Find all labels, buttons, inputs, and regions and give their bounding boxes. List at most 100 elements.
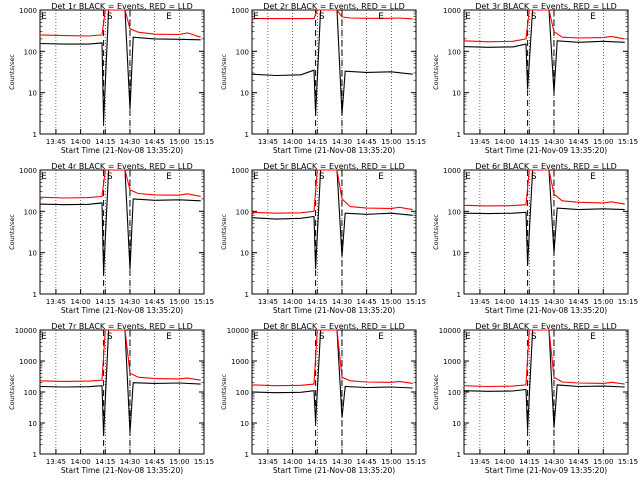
annotation-label: S <box>107 172 113 182</box>
x-tick-label: 14:00 <box>494 298 514 306</box>
x-tick-label: 14:45 <box>357 138 377 146</box>
x-tick-label: 14:30 <box>544 458 564 466</box>
x-tick-label: 14:15 <box>307 298 327 306</box>
x-tick-label: 14:30 <box>332 298 352 306</box>
chart-title: Det 8r BLACK = Events, RED = LLD <box>263 322 405 331</box>
x-axis-label: Start Time (21-Nov-09 13:35:20) <box>485 146 607 155</box>
x-tick-label: 14:30 <box>120 458 140 466</box>
x-tick-label: 13:45 <box>258 298 278 306</box>
lld-series-line <box>463 329 625 388</box>
annotation-label: E <box>41 12 47 22</box>
panel-3: 1 10 100 1000 13:45 14:00 14:15 14:30 14:45 15:00… <box>432 2 638 155</box>
y-axis-label: Counts/sec <box>432 374 440 410</box>
y-tick-label: 100 <box>236 48 249 56</box>
y-tick-label: 1000 <box>231 7 249 15</box>
x-tick-label: 14:45 <box>145 138 165 146</box>
x-tick-label: 13:45 <box>46 138 66 146</box>
annotation-label: E <box>41 332 47 342</box>
events-series-line <box>251 169 413 270</box>
events-series-line <box>39 169 201 275</box>
events-series-line <box>463 329 625 430</box>
annotation-label: S <box>107 12 113 22</box>
x-axis-label: Start Time (21-Nov-08 13:35:20) <box>273 146 395 155</box>
x-tick-label: 14:15 <box>519 298 539 306</box>
x-tick-label: 15:00 <box>381 458 401 466</box>
x-axis-label: Start Time (21-Nov-08 13:35:20) <box>273 466 395 475</box>
annotation-label: E <box>166 172 172 182</box>
x-tick-label: 14:30 <box>120 298 140 306</box>
y-tick-label: 10 <box>452 250 461 258</box>
y-tick-label: 100 <box>236 389 249 397</box>
annotation-label: E <box>41 172 47 182</box>
y-tick-label: 1 <box>33 131 37 139</box>
chart-title: Det 2r BLACK = Events, RED = LLD <box>263 2 405 11</box>
y-tick-label: 10 <box>28 250 37 258</box>
y-tick-label: 100 <box>24 48 37 56</box>
x-tick-label: 15:00 <box>169 138 189 146</box>
y-tick-label: 1 <box>245 291 249 299</box>
annotation-label: E <box>378 172 384 182</box>
x-tick-label: 15:15 <box>194 458 214 466</box>
y-axis-label: Counts/sec <box>220 54 228 90</box>
y-tick-label: 1000 <box>19 7 37 15</box>
x-tick-label: 15:15 <box>618 138 638 146</box>
annotation-label: S <box>319 172 325 182</box>
annotation-label: S <box>531 172 537 182</box>
x-tick-label: 14:45 <box>569 138 589 146</box>
y-tick-label: 1 <box>457 291 461 299</box>
x-tick-label: 15:00 <box>593 298 613 306</box>
annotation-label: E <box>590 332 596 342</box>
x-tick-label: 15:15 <box>406 298 426 306</box>
y-axis-label: Counts/sec <box>432 54 440 90</box>
y-axis-label: Counts/sec <box>432 214 440 250</box>
annotation-label: E <box>378 12 384 22</box>
y-tick-label: 1000 <box>443 7 461 15</box>
x-tick-label: 15:00 <box>381 298 401 306</box>
y-tick-label: 1 <box>457 451 461 459</box>
y-tick-label: 1 <box>457 131 461 139</box>
y-tick-label: 1 <box>33 451 37 459</box>
y-tick-label: 10 <box>240 420 249 428</box>
x-tick-label: 14:00 <box>282 298 302 306</box>
y-axis-label: Counts/sec <box>220 214 228 250</box>
lld-series-line <box>251 9 413 20</box>
y-tick-label: 100 <box>448 389 461 397</box>
y-tick-label: 1000 <box>231 358 249 366</box>
x-tick-label: 13:45 <box>470 138 490 146</box>
y-tick-label: 1 <box>33 291 37 299</box>
y-tick-label: 10 <box>240 250 249 258</box>
x-tick-label: 14:30 <box>120 138 140 146</box>
x-tick-label: 14:00 <box>70 458 90 466</box>
y-tick-label: 1 <box>245 451 249 459</box>
y-tick-label: 100 <box>448 208 461 216</box>
y-axis-label: Counts/sec <box>8 54 16 90</box>
panel-6: 1 10 100 1000 13:45 14:00 14:15 14:30 14:45 15:00… <box>432 162 638 315</box>
x-tick-label: 14:45 <box>357 458 377 466</box>
x-axis-label: Start Time (21-Nov-08 13:35:20) <box>273 306 395 315</box>
annotation-label: S <box>319 12 325 22</box>
x-axis-label: Start Time (21-Nov-09 13:35:20) <box>485 466 607 475</box>
panel-4: 1 10 100 1000 13:45 14:00 14:15 14:30 14:45 15:00… <box>8 162 214 315</box>
y-tick-label: 1000 <box>231 167 249 175</box>
x-tick-label: 14:15 <box>519 138 539 146</box>
annotation-label: E <box>253 12 259 22</box>
panel-5: 1 10 100 1000 13:45 14:00 14:15 14:30 14:45 15:00… <box>220 162 426 315</box>
x-tick-label: 13:45 <box>258 458 278 466</box>
annotation-label: E <box>465 172 471 182</box>
panel-2: 1 10 100 1000 13:45 14:00 14:15 14:30 14:45 15:00… <box>220 2 426 155</box>
y-tick-label: 1000 <box>19 358 37 366</box>
x-tick-label: 14:00 <box>494 138 514 146</box>
x-tick-label: 15:00 <box>593 138 613 146</box>
x-tick-label: 14:30 <box>332 138 352 146</box>
x-tick-label: 14:30 <box>332 458 352 466</box>
panel-9: 1 10 100 1000 10000 13:45 14:00 14:15 14:30 14:45… <box>432 322 638 475</box>
x-tick-label: 13:45 <box>46 298 66 306</box>
y-tick-label: 10000 <box>439 327 461 335</box>
lld-series-line <box>251 169 413 214</box>
chart-title: Det 5r BLACK = Events, RED = LLD <box>263 162 405 171</box>
y-axis-label: Counts/sec <box>8 374 16 410</box>
y-tick-label: 100 <box>448 48 461 56</box>
annotation-label: E <box>465 12 471 22</box>
lld-series-line <box>39 169 201 199</box>
